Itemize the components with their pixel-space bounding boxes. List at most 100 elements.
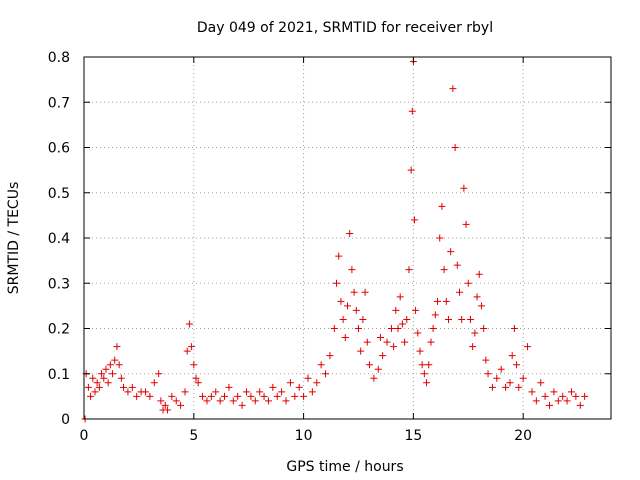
data-point [190, 361, 198, 369]
data-point [84, 383, 92, 391]
data-point [449, 85, 457, 93]
data-point [429, 325, 437, 332]
data-point [376, 334, 384, 342]
data-point [157, 397, 165, 405]
data-point [416, 347, 424, 355]
data-point [453, 261, 461, 269]
data-point [407, 166, 415, 174]
data-point [455, 288, 463, 296]
data-point [532, 397, 540, 405]
data-point [445, 315, 453, 323]
data-point [387, 325, 395, 332]
data-point [431, 311, 439, 319]
data-point [251, 397, 259, 405]
data-point [352, 306, 360, 314]
data-point [528, 388, 536, 396]
data-point [133, 392, 141, 400]
grid-lines [84, 57, 611, 419]
data-point [350, 288, 358, 296]
data-point [425, 361, 433, 369]
y-tick-label: 0.8 [48, 50, 70, 66]
y-tick-labels: 0 0.1 0.2 0.3 0.4 0.5 0.6 0.7 0.8 [48, 50, 70, 428]
y-tick-label: 0.3 [48, 276, 70, 292]
data-point [567, 388, 575, 396]
data-point [102, 365, 110, 373]
data-point [216, 397, 224, 405]
data-point [269, 383, 277, 391]
data-point [282, 397, 290, 405]
data-point [405, 266, 413, 274]
y-tick-label: 0.4 [48, 231, 70, 247]
data-point [194, 379, 202, 387]
data-point [460, 184, 468, 192]
data-point [506, 379, 514, 387]
data-point [348, 266, 356, 274]
x-tick-label: 0 [80, 428, 89, 444]
data-point [497, 365, 505, 373]
axis-ticks [83, 56, 611, 420]
data-point [104, 379, 112, 387]
data-point [390, 343, 398, 351]
data-point [524, 343, 532, 351]
data-point [581, 392, 589, 400]
data-point [337, 297, 345, 305]
data-point [326, 352, 334, 360]
x-tick-label: 10 [295, 428, 313, 444]
data-point [546, 401, 554, 409]
data-point [335, 252, 343, 260]
data-point [339, 315, 347, 323]
data-point [458, 315, 466, 323]
data-point [172, 397, 180, 405]
data-point [370, 374, 378, 382]
data-point [188, 343, 196, 351]
data-point [414, 329, 422, 337]
data-point [109, 370, 117, 378]
data-point [563, 397, 571, 405]
x-tick-labels: 0 5 10 15 20 [80, 428, 533, 444]
data-point [100, 374, 108, 382]
data-point [95, 383, 103, 391]
data-point [238, 401, 246, 409]
data-point [466, 315, 474, 323]
data-point [163, 406, 171, 414]
data-point [541, 392, 549, 400]
data-point [354, 325, 362, 332]
x-tick-label: 15 [404, 428, 422, 444]
data-point [519, 374, 527, 382]
data-point [559, 392, 567, 400]
y-tick-label: 0.7 [48, 95, 70, 111]
data-points [81, 58, 589, 423]
data-point [115, 361, 123, 369]
data-point [181, 388, 189, 396]
data-point [572, 392, 580, 400]
data-point [286, 379, 294, 387]
data-point [412, 306, 420, 314]
data-point [451, 144, 459, 151]
data-point [146, 392, 154, 400]
data-point [278, 388, 286, 396]
data-point [256, 388, 264, 396]
data-point [295, 383, 303, 391]
data-point [403, 315, 411, 323]
y-tick-label: 0 [61, 412, 70, 428]
data-point [91, 388, 99, 396]
data-point [300, 392, 308, 400]
data-point [440, 266, 448, 274]
data-point [304, 374, 312, 382]
data-point [124, 388, 132, 396]
data-point [471, 329, 479, 337]
data-point [508, 352, 516, 360]
data-point [392, 306, 400, 314]
data-point [480, 325, 488, 332]
data-point [436, 234, 444, 242]
data-point [361, 288, 369, 296]
data-point [475, 270, 483, 278]
data-point [396, 293, 404, 301]
data-point [438, 202, 446, 210]
data-point [394, 325, 402, 332]
data-point [418, 361, 426, 369]
y-axis-label: SRMTID / TECUs [6, 182, 22, 295]
data-point [260, 392, 268, 400]
data-point [183, 347, 191, 355]
